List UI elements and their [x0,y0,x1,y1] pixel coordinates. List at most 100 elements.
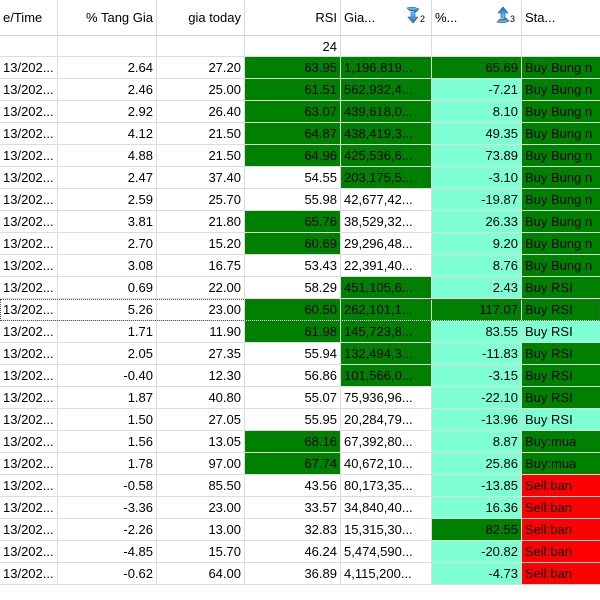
table-row[interactable]: 13/202... 0.69 22.00 58.29 451,105,6... 2.43 B… [0,277,600,299]
cell-pct: -20.82 [432,541,522,562]
table-row[interactable]: 13/202... -0.58 85.50 43.56 80,173,35... -13.… [0,475,600,497]
cell-rsi: 56.86 [245,365,341,386]
cell-status: Buy:mua [522,431,600,452]
cell-tang-gia: 4.88 [58,145,157,166]
table-row[interactable]: 13/202... 4.12 21.50 64.87 438,419,3... 49.35… [0,123,600,145]
cell-rsi: 33.57 [245,497,341,518]
cell-pct: 83.55 [432,321,522,342]
cell-tang-gia: 2.59 [58,189,157,210]
summary-pct [432,36,522,56]
cell-rsi: 61.98 [245,321,341,342]
cell-volume: 562,932,4... [341,79,432,100]
cell-rsi: 32.83 [245,519,341,540]
cell-tang-gia: -0.62 [58,563,157,584]
cell-time: 13/202... [0,497,58,518]
cell-time: 13/202... [0,101,58,122]
cell-time: 13/202... [0,387,58,408]
cell-pct: -11.83 [432,343,522,364]
table-row[interactable]: 13/202... -0.62 64.00 36.89 4,115,200... -4.7… [0,563,600,585]
table-row[interactable]: 13/202... 3.81 21.80 65.76 38,529,32... 26.33… [0,211,600,233]
table-row[interactable]: 13/202... 3.08 16.75 53.43 22,391,40... 8.76 B… [0,255,600,277]
table-row[interactable]: 13/202... 2.70 15.20 60.69 29,296,48... 9.20 B… [0,233,600,255]
cell-pct: -22.10 [432,387,522,408]
cell-time: 13/202... [0,233,58,254]
cell-status: Buy Bung n [522,233,600,254]
cell-volume: 34,840,40... [341,497,432,518]
cell-status: Sell:ban [522,563,600,584]
table-row[interactable]: 13/202... 1.71 11.90 61.98 145,723,8... 83.55… [0,321,600,343]
cell-tang-gia: 2.46 [58,79,157,100]
cell-volume: 38,529,32... [341,211,432,232]
cell-volume: 75,936,96... [341,387,432,408]
table-row[interactable]: 13/202... 5.26 23.00 60.50 262,101,1... 117.0… [0,299,600,321]
cell-status: Buy Bung n [522,101,600,122]
cell-rsi: 55.94 [245,343,341,364]
cell-time: 13/202... [0,431,58,452]
cell-tang-gia: 2.05 [58,343,157,364]
cell-status: Buy RSI [522,299,600,320]
col-header-gia-volume[interactable]: Gia... 2 [341,0,432,35]
col-header-status[interactable]: Sta... [522,0,600,35]
table-row[interactable]: 13/202... 1.87 40.80 55.07 75,936,96... -22.1… [0,387,600,409]
cell-rsi: 55.07 [245,387,341,408]
cell-status: Buy RSI [522,409,600,430]
table-row[interactable]: 13/202... 4.88 21.50 64.96 425,536,6... 73.89… [0,145,600,167]
col-header-rsi[interactable]: RSI [245,0,341,35]
cell-volume: 40,672,10... [341,453,432,474]
cell-tang-gia: 2.92 [58,101,157,122]
table-row[interactable]: 13/202... 2.59 25.70 55.98 42,677,42... -19.8… [0,189,600,211]
cell-status: Buy RSI [522,365,600,386]
col-header-pct-label: %... [435,10,457,26]
table-row[interactable]: 13/202... -2.26 13.00 32.83 15,315,30... 82.5… [0,519,600,541]
cell-tang-gia: -2.26 [58,519,157,540]
cell-gia-today: 22.00 [157,277,245,298]
cell-rsi: 67.74 [245,453,341,474]
cell-pct: 8.10 [432,101,522,122]
table-row[interactable]: 13/202... -4.85 15.70 46.24 5,474,590... -20.… [0,541,600,563]
table-row[interactable]: 13/202... 2.64 27.20 63.95 1,196,819... 65.69… [0,57,600,79]
table-row[interactable]: 13/202... -0.40 12.30 56.86 101,566,0... -3.1… [0,365,600,387]
table-row[interactable]: 13/202... 2.05 27.35 55.94 132,494,3... -11.8… [0,343,600,365]
table-row[interactable]: 13/202... 1.50 27.05 55.95 20,284,79... -13.9… [0,409,600,431]
cell-rsi: 55.95 [245,409,341,430]
cell-rsi: 60.69 [245,233,341,254]
table-row[interactable]: 13/202... 1.56 13.05 68.16 67,392,80... 8.87 B… [0,431,600,453]
table-row[interactable]: 13/202... 2.46 25.00 61.51 562,932,4... -7.21… [0,79,600,101]
cell-pct: 8.87 [432,431,522,452]
cell-rsi: 61.51 [245,79,341,100]
table-row[interactable]: 13/202... 2.47 37.40 54.55 203,175,5... -3.10… [0,167,600,189]
cell-status: Buy RSI [522,343,600,364]
cell-volume: 132,494,3... [341,343,432,364]
cell-rsi: 36.89 [245,563,341,584]
cell-time: 13/202... [0,145,58,166]
summary-row: 24 [0,36,600,57]
cell-rsi: 55.98 [245,189,341,210]
col-header-gia-today[interactable]: gia today [157,0,245,35]
col-header-time[interactable]: e/Time [0,0,58,35]
cell-tang-gia: -4.85 [58,541,157,562]
col-header-gia-today-label: gia today [188,10,241,26]
col-header-tang-gia[interactable]: % Tang Gia [58,0,157,35]
cell-volume: 5,474,590... [341,541,432,562]
cell-time: 13/202... [0,343,58,364]
cell-status: Sell:ban [522,519,600,540]
cell-time: 13/202... [0,365,58,386]
cell-tang-gia: -3.36 [58,497,157,518]
sort-priority-gia: 2 [420,14,425,24]
cell-time: 13/202... [0,189,58,210]
table-row[interactable]: 13/202... 2.92 26.40 63.07 439,618,0... 8.10 B… [0,101,600,123]
cell-tang-gia: 2.70 [58,233,157,254]
cell-pct: -7.21 [432,79,522,100]
table-row[interactable]: 13/202... -3.36 23.00 33.57 34,840,40... 16.3… [0,497,600,519]
cell-pct: 73.89 [432,145,522,166]
cell-volume: 451,105,6... [341,277,432,298]
table-row[interactable]: 13/202... 1.78 97.00 67.74 40,672,10... 25.86… [0,453,600,475]
cell-pct: 16.36 [432,497,522,518]
cell-status: Sell:ban [522,541,600,562]
cell-status: Buy Bung n [522,145,600,166]
cell-pct: -13.96 [432,409,522,430]
cell-gia-today: 27.20 [157,57,245,78]
cell-gia-today: 97.00 [157,453,245,474]
cell-tang-gia: 2.64 [58,57,157,78]
col-header-pct[interactable]: %... 3 [432,0,522,35]
